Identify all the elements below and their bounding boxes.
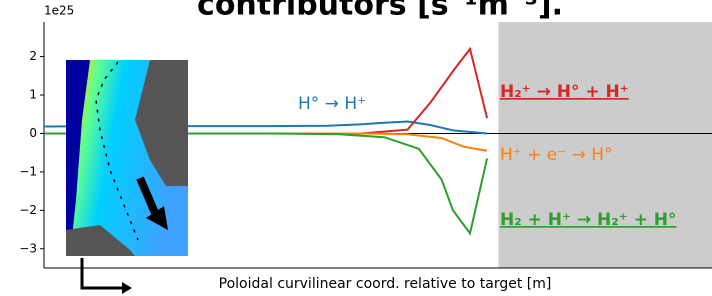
- y-tick-label: −1: [19, 164, 37, 178]
- y-offset-label: 1e25: [44, 4, 74, 18]
- series-annotation: H₂⁺ → H° + H⁺: [500, 82, 629, 102]
- y-tick-label: −2: [19, 203, 37, 217]
- y-tick-label: −3: [19, 241, 37, 255]
- direction-arrowhead: [122, 282, 132, 294]
- series-annotation: H° → H⁺: [298, 94, 366, 114]
- chart: −3 −2 −1 0 1 2 H° → H⁺ H₂⁺ → H° + H⁺ H⁺ + e⁻ → H…: [0, 0, 712, 296]
- inset-image: [66, 60, 188, 294]
- y-tick-label: 1: [29, 88, 37, 102]
- series-annotation: H⁺ + e⁻ → H°: [500, 145, 613, 165]
- y-tick-label: 2: [29, 49, 37, 63]
- x-axis-label: Poloidal curvilinear coord. relative to …: [219, 276, 552, 292]
- series-annotation: H₂ + H⁺ → H₂⁺ + H°: [500, 210, 677, 230]
- chart-title: contributors [s⁻¹m⁻³].: [197, 0, 563, 23]
- y-tick-label: 0: [29, 126, 37, 140]
- direction-arrow: [82, 258, 124, 288]
